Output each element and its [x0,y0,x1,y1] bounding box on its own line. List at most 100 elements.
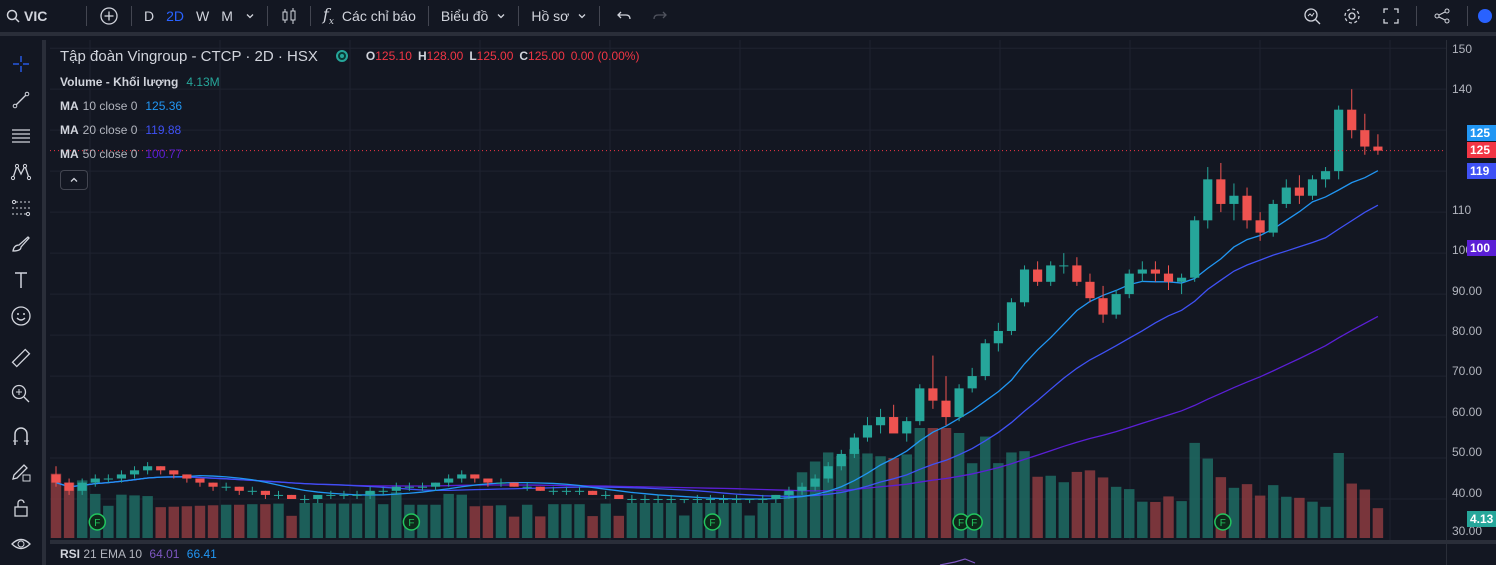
volume-bar [1294,497,1305,538]
close-value: 125.00 [528,49,565,63]
candles-type-button[interactable] [274,0,304,34]
measure-tool[interactable] [0,340,42,376]
brush-tool[interactable] [0,226,42,262]
volume-bar [312,503,323,538]
crosshair-tool[interactable] [0,46,42,82]
volume-bar [364,491,376,538]
candle-body [129,470,140,475]
volume-bar [914,428,926,538]
high-key: H [417,49,427,63]
candle-body [745,499,755,501]
price-tick: 60.00 [1452,405,1483,419]
chart-type-label: Biểu đồ [440,8,489,24]
ma50-legend[interactable]: MA 50 close 0 100.77 [60,142,639,166]
interval-dropdown[interactable] [239,0,261,34]
main-series-legend[interactable]: Tập đoàn Vingroup - CTCP · 2D · HSX O 12… [60,46,639,66]
ma10-legend[interactable]: MA 10 close 0 125.36 [60,94,639,118]
volume-bar [1019,451,1030,538]
candle-body [378,490,388,492]
candle-body [339,494,349,496]
volume-bar [718,503,729,538]
candle-body [313,494,323,500]
price-axis[interactable]: 150 140 110 100 90.00 80.00 70.00 60.00 … [1446,40,1496,540]
candle-body [444,478,454,483]
volume-bar [1084,470,1096,538]
volume-bar [391,492,402,538]
interval-m[interactable]: M [221,8,233,24]
volume-value: 4.13M [186,75,220,89]
rsi-pane[interactable]: RSI 21 EMA 10 64.01 66.41 [50,540,1446,565]
share-button[interactable] [1423,0,1461,34]
volume-bar [1045,475,1056,538]
account-button[interactable] [1474,0,1496,34]
candle-body [77,482,87,491]
fullscreen-button[interactable] [1372,0,1410,34]
redo-button[interactable] [642,0,678,34]
hide-drawings-tool[interactable] [0,526,42,562]
candle-body [1137,269,1147,274]
candle-body [417,486,428,488]
candle-body [300,499,310,501]
series-title: Tập đoàn Vingroup - CTCP · 2D · HSX [60,47,318,65]
volume-bar [299,503,310,538]
main-chart-pane[interactable]: FFFFFFF [50,40,1446,540]
volume-legend[interactable]: Volume - Khối lượng 4.13M [60,70,639,94]
volume-bar [456,494,467,538]
volume-bar [1372,508,1384,538]
lock-drawings-tool[interactable] [0,490,42,526]
ma50-line [55,315,1379,492]
candle-body [810,478,820,487]
candle-body [116,474,127,479]
pattern-icon [10,163,32,181]
magnet-tool[interactable] [0,418,42,454]
rsi-legend[interactable]: RSI 21 EMA 10 64.01 66.41 [60,547,217,561]
zoom-tool[interactable] [0,376,42,412]
compare-add-button[interactable] [93,0,125,34]
volume-bar [744,515,755,538]
ma20-legend[interactable]: MA 20 close 0 119.88 [60,118,639,142]
volume-bar [1110,486,1122,538]
close-key: C [519,49,529,63]
profile-menu[interactable]: Hồ sơ [525,0,593,34]
volume-bar [1006,452,1017,538]
stay-in-drawing-tool[interactable] [0,454,42,490]
candlestick-chart[interactable]: FFFFFFF [50,40,1446,540]
price-tick: 140 [1452,82,1473,96]
gear-icon [1344,8,1360,24]
text-tool[interactable] [0,262,42,298]
forecast-icon [11,199,31,217]
volume-bar [1124,489,1135,538]
indicators-button[interactable]: fx Các chỉ báo [317,0,422,34]
interval-2d[interactable]: 2D [166,8,185,24]
candle-body [156,466,166,471]
candle-body [666,499,676,501]
chevron-down-icon [246,14,254,19]
legend-collapse-button[interactable] [60,170,88,190]
undo-button[interactable] [606,0,642,34]
candle-body [928,388,938,401]
candle-body [208,482,218,487]
forecast-tool[interactable] [0,190,42,226]
toolbar-divider [266,6,268,26]
interval-d[interactable]: D [144,8,155,24]
trend-line-tool[interactable] [0,82,42,118]
volume-bar [535,516,546,538]
symbol-search[interactable]: VIC [0,0,80,34]
settings-button[interactable] [1332,0,1372,34]
account-avatar-icon [1478,9,1492,23]
candle-body [234,486,244,491]
rsi-axis [1446,540,1496,565]
volume-bar [888,458,899,538]
volume-bar [1137,501,1148,538]
chart-type-menu[interactable]: Biểu đồ [435,0,512,34]
candle-body [195,478,205,483]
fib-tool[interactable] [0,118,42,154]
quick-search-button[interactable] [1292,0,1332,34]
interval-w[interactable]: W [196,8,210,24]
volume-bar [757,503,768,538]
pattern-tool[interactable] [0,154,42,190]
ma20-label: MA [60,123,79,137]
emoji-tool[interactable] [0,298,42,334]
candle-body [1124,273,1134,295]
volume-badge: 4.13 [1467,511,1496,527]
